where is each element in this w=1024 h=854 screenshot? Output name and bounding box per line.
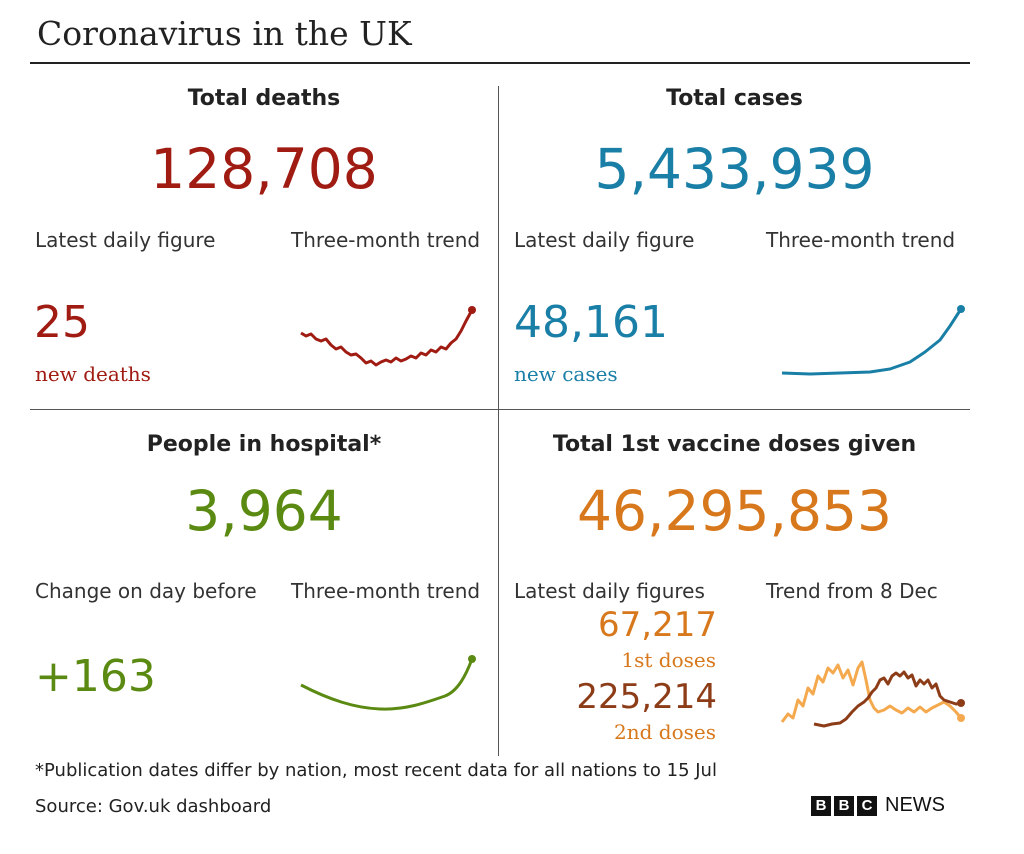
deaths-heading: Total deaths [187, 86, 341, 111]
logo-letter-b2: B [834, 795, 854, 816]
logo-letter-b1: B [811, 795, 831, 816]
source-note: Source: Gov.uk dashboard [35, 796, 272, 817]
hospital-heading: People in hospital* [146, 432, 382, 457]
vaccine-second-sub: 2nd doses [614, 720, 716, 744]
vaccine-total: 46,295,853 [577, 479, 892, 543]
cases-latest-sub: new cases [514, 362, 618, 386]
title-divider [30, 62, 970, 64]
deaths-latest-value: 25 [34, 297, 90, 348]
logo-news-word: NEWS [885, 794, 945, 816]
cases-heading: Total cases [666, 86, 803, 111]
logo-letter-c: C [857, 795, 877, 816]
hospital-latest-label: Change on day before [35, 579, 257, 603]
page-title: Coronavirus in the UK [37, 14, 412, 53]
cases-trend-label: Three-month trend [766, 228, 956, 252]
cases-latest-value: 48,161 [514, 297, 668, 348]
footnote: *Publication dates differ by nation, mos… [35, 760, 717, 781]
vaccine-first-sub: 1st doses [621, 648, 716, 672]
vaccine-heading: Total 1st vaccine doses given [552, 432, 917, 457]
cases-latest-label: Latest daily figure [514, 228, 695, 252]
bbc-news-logo: B B C NEWS [811, 794, 945, 817]
vaccine-trend-label: Trend from 8 Dec [766, 579, 938, 603]
deaths-trend-sparkline [300, 306, 476, 367]
hospital-latest-value: +163 [35, 651, 156, 702]
vaccine-first-value: 67,217 [598, 605, 717, 645]
deaths-latest-sub: new deaths [35, 362, 151, 386]
deaths-total: 128,708 [150, 137, 378, 201]
hospital-trend-label: Three-month trend [291, 579, 481, 603]
horizontal-divider [30, 409, 970, 410]
deaths-trend-label: Three-month trend [291, 228, 481, 252]
cases-total: 5,433,939 [594, 137, 875, 201]
hospital-total: 3,964 [185, 479, 343, 543]
vertical-divider [498, 86, 499, 756]
vaccine-latest-label: Latest daily figures [514, 579, 705, 603]
hospital-trend-sparkline [300, 655, 476, 711]
vaccine-second-value: 225,214 [576, 677, 717, 717]
vaccine-trend-sparkline [780, 660, 965, 728]
deaths-latest-label: Latest daily figure [35, 228, 216, 252]
cases-trend-sparkline [781, 305, 965, 376]
